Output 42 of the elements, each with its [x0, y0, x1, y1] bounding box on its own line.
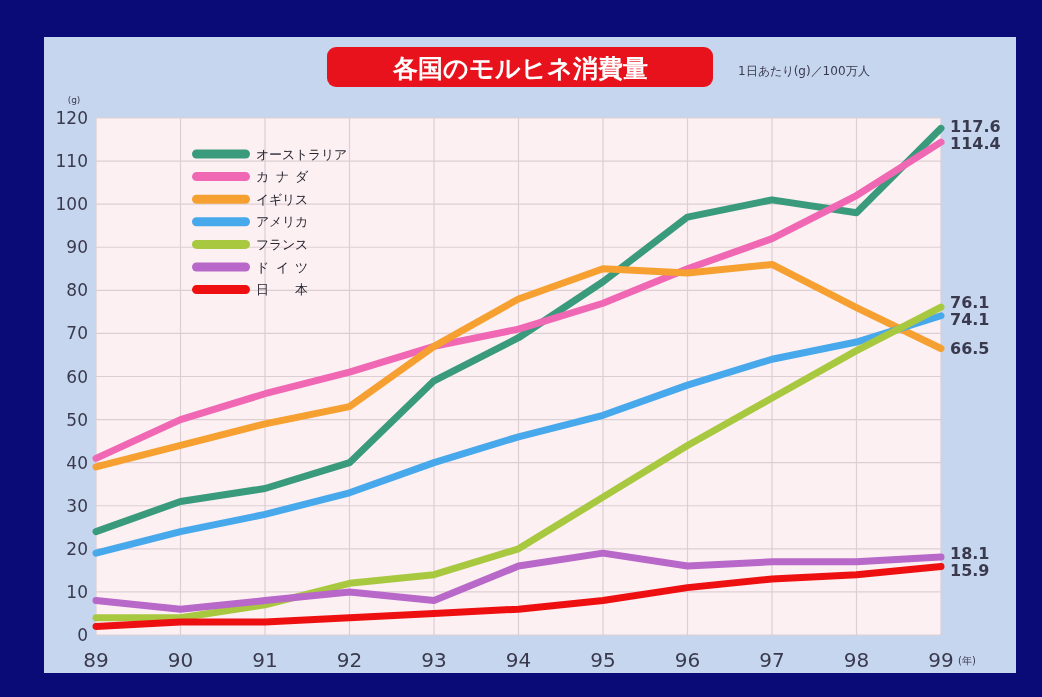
- x-tick-label: 94: [505, 648, 532, 672]
- legend-label: アメリカ: [256, 214, 308, 230]
- y-axis-title: (g): [67, 95, 81, 105]
- y-tick-label: 10: [66, 581, 88, 602]
- y-tick-label: 80: [66, 280, 88, 301]
- x-axis-title: (年): [958, 654, 976, 666]
- legend-label: カナダ: [256, 169, 309, 185]
- x-tick-label: 89: [83, 648, 109, 672]
- legend-label: ドイツ: [256, 259, 308, 275]
- y-tick-label: 0: [77, 625, 88, 645]
- data-label: 66.5: [950, 339, 990, 358]
- data-label: 117.6: [950, 117, 1001, 137]
- legend-label: イギリス: [256, 191, 308, 207]
- x-tick-label: 95: [590, 648, 616, 672]
- x-tick-label: 96: [674, 648, 701, 672]
- legend-label: フランス: [256, 236, 308, 252]
- y-tick-label: 30: [66, 495, 88, 516]
- x-tick-label: 90: [167, 648, 194, 672]
- y-tick-label: 90: [66, 237, 88, 258]
- data-label: 74.1: [950, 310, 990, 330]
- x-tick-label: 92: [336, 648, 363, 672]
- chart-title: 各国のモルヒネ消費量: [391, 53, 648, 83]
- data-label: 15.9: [950, 560, 990, 580]
- y-tick-label: 110: [55, 151, 88, 172]
- chart-subtitle: 1日あたり(g)／100万人: [738, 64, 870, 78]
- legend-label: 日本: [256, 282, 308, 298]
- data-label: 76.1: [950, 293, 990, 313]
- x-tick-label: 98: [843, 648, 870, 672]
- x-tick-label: 93: [421, 648, 447, 672]
- y-tick-label: 60: [66, 366, 88, 387]
- y-tick-label: 40: [66, 452, 88, 473]
- legend-label: オーストラリア: [256, 146, 347, 162]
- y-tick-label: 20: [66, 538, 88, 559]
- y-tick-label: 50: [66, 409, 88, 430]
- x-tick-label: 99: [928, 648, 954, 672]
- x-tick-label: 97: [759, 648, 785, 672]
- y-tick-label: 120: [55, 108, 88, 128]
- data-label: 114.4: [950, 134, 1001, 154]
- data-label: 18.1: [950, 543, 990, 563]
- y-tick-label: 100: [55, 194, 88, 215]
- x-tick-label: 91: [252, 648, 278, 672]
- y-tick-label: 70: [66, 323, 88, 344]
